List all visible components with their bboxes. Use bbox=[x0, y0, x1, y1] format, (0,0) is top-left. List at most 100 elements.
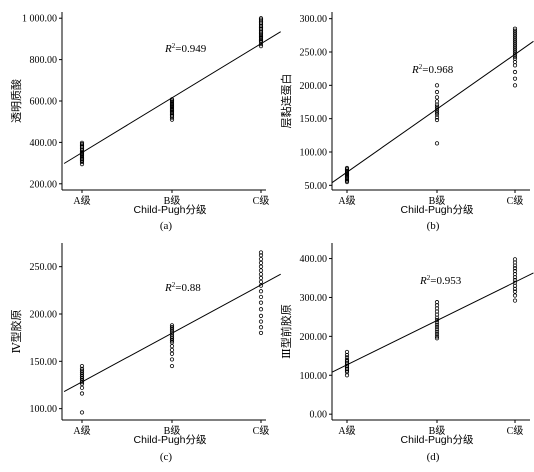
data-point bbox=[344, 359, 350, 364]
y-tick-label: 100.00 bbox=[300, 148, 328, 159]
data-point bbox=[512, 268, 518, 274]
x-axis-title: Child-Pugh分级 bbox=[134, 204, 207, 216]
data-point bbox=[79, 141, 85, 147]
data-point bbox=[434, 327, 440, 332]
data-point bbox=[512, 266, 518, 271]
data-point bbox=[434, 336, 440, 341]
data-point bbox=[258, 275, 264, 281]
data-point bbox=[79, 410, 85, 415]
panel-label: (d) bbox=[427, 451, 440, 463]
y-tick-label: 400.00 bbox=[300, 254, 328, 265]
data-point bbox=[344, 165, 350, 171]
data-point bbox=[434, 329, 440, 334]
data-point bbox=[512, 26, 518, 31]
x-tick-label: A级 bbox=[338, 195, 355, 207]
data-point bbox=[79, 363, 85, 369]
data-point bbox=[258, 319, 264, 324]
r-symbol: R bbox=[164, 282, 172, 294]
data-point bbox=[258, 264, 264, 269]
r-squared-label: R2=0.953 bbox=[419, 274, 462, 287]
r-value: =0.968 bbox=[422, 64, 453, 76]
data-point bbox=[434, 317, 440, 323]
panel-d: 0.00 100.00 200.00 300.00 400.00 A级 B级 C级 R2=0.9… bbox=[279, 243, 534, 463]
data-point bbox=[434, 141, 440, 146]
y-tick-label: 600.00 bbox=[30, 97, 58, 108]
data-point bbox=[434, 89, 440, 95]
y-tick-label: 1 000.00 bbox=[22, 14, 57, 25]
data-point bbox=[434, 108, 440, 113]
data-point bbox=[258, 289, 264, 294]
x-axis-title: Child-Pugh分级 bbox=[134, 434, 207, 446]
data-point bbox=[258, 300, 264, 305]
y-tick-label: 0.00 bbox=[310, 410, 328, 421]
r-squared-label: R2=0.949 bbox=[164, 42, 207, 55]
data-point bbox=[512, 40, 518, 45]
data-point bbox=[434, 110, 440, 115]
y-tick-label: 200.00 bbox=[30, 309, 58, 320]
y-tick-label: 250.00 bbox=[30, 262, 58, 273]
data-point bbox=[512, 298, 518, 303]
data-point bbox=[434, 83, 440, 88]
regression-line bbox=[331, 272, 534, 373]
x-axis-title: Child-Pugh分级 bbox=[401, 204, 474, 216]
panel-label: (a) bbox=[160, 220, 173, 232]
data-point bbox=[258, 34, 264, 39]
data-point bbox=[512, 63, 518, 68]
data-point bbox=[512, 257, 518, 262]
data-point bbox=[512, 38, 518, 43]
data-point bbox=[512, 36, 518, 41]
y-tick-label: 50.00 bbox=[305, 181, 328, 192]
x-tick-label: A级 bbox=[73, 425, 90, 437]
data-point bbox=[258, 330, 264, 336]
r-superscript: 2 bbox=[172, 42, 176, 50]
data-point bbox=[79, 368, 85, 373]
data-point bbox=[512, 50, 518, 55]
x-tick-label: A级 bbox=[338, 425, 355, 437]
panel-label: (c) bbox=[160, 451, 173, 463]
data-point bbox=[169, 112, 175, 117]
y-tick-label: 100.00 bbox=[300, 371, 328, 382]
data-point bbox=[512, 69, 518, 75]
x-tick-label: B级 bbox=[429, 425, 446, 437]
data-point bbox=[258, 325, 264, 330]
r-squared-label: R2=0.968 bbox=[411, 63, 454, 76]
data-point bbox=[258, 17, 264, 22]
y-tick-label: 200.00 bbox=[300, 332, 328, 343]
r-value: =0.949 bbox=[175, 43, 206, 55]
data-point bbox=[258, 33, 264, 38]
r-symbol: R bbox=[419, 275, 427, 287]
data-point bbox=[258, 16, 264, 21]
y-tick-label: 100.00 bbox=[30, 404, 58, 415]
r-symbol: R bbox=[411, 64, 419, 76]
x-tick-label: B级 bbox=[164, 425, 181, 437]
data-point bbox=[512, 34, 518, 39]
data-point bbox=[512, 42, 518, 47]
data-point bbox=[434, 324, 440, 330]
y-tick-label: 300.00 bbox=[300, 14, 328, 25]
data-point bbox=[258, 313, 264, 318]
y-axis-title: Ⅲ型前胶原 bbox=[279, 304, 293, 359]
data-point bbox=[258, 37, 264, 42]
panel-label: (b) bbox=[427, 220, 440, 232]
r-value: =0.88 bbox=[175, 282, 201, 294]
data-point bbox=[512, 48, 518, 53]
data-point bbox=[434, 117, 440, 123]
data-point bbox=[512, 289, 518, 294]
y-axis-title: Ⅳ型胶原 bbox=[9, 310, 23, 354]
data-point bbox=[434, 320, 440, 325]
data-point bbox=[512, 44, 518, 49]
data-point bbox=[169, 97, 175, 102]
data-point bbox=[434, 112, 440, 117]
data-point bbox=[169, 99, 175, 104]
data-point bbox=[512, 56, 518, 61]
x-tick-label: A级 bbox=[73, 195, 90, 207]
data-point bbox=[434, 300, 440, 305]
data-point bbox=[344, 171, 350, 176]
data-point bbox=[344, 173, 350, 179]
data-point bbox=[344, 179, 350, 185]
y-tick-label: 300.00 bbox=[300, 293, 328, 304]
data-point bbox=[169, 357, 175, 362]
y-tick-label: 800.00 bbox=[30, 55, 58, 66]
data-point bbox=[434, 99, 440, 104]
